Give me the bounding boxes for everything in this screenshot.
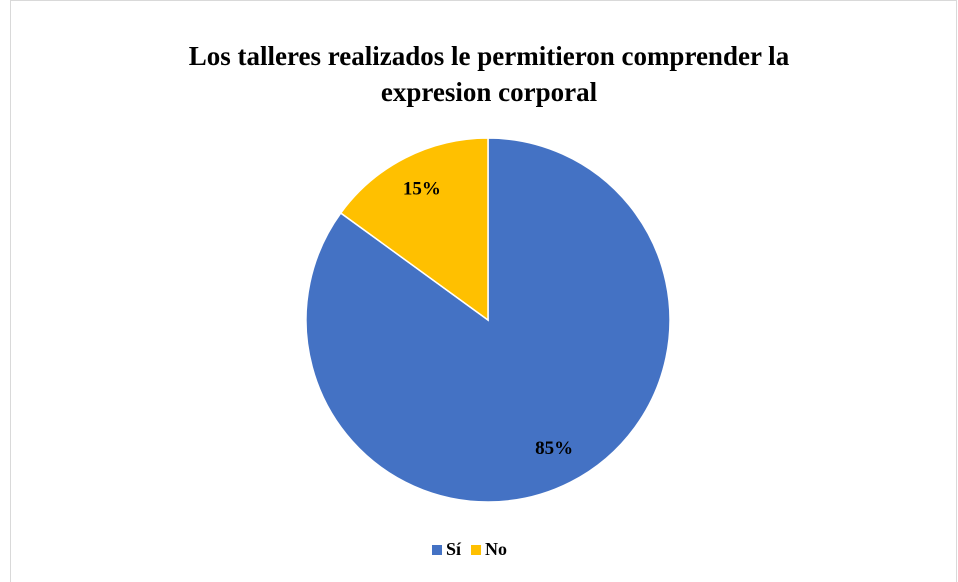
data-label: 15%	[403, 179, 441, 200]
data-label: 85%	[535, 438, 573, 459]
legend-label: Sí	[446, 539, 462, 559]
legend-label: No	[485, 539, 507, 559]
chart-border	[10, 0, 957, 582]
pie-slice	[339, 137, 489, 322]
legend-swatch	[432, 545, 442, 555]
chart-title: Los talleres realizados le permitieron c…	[188, 41, 790, 107]
legend-swatch	[471, 545, 482, 555]
